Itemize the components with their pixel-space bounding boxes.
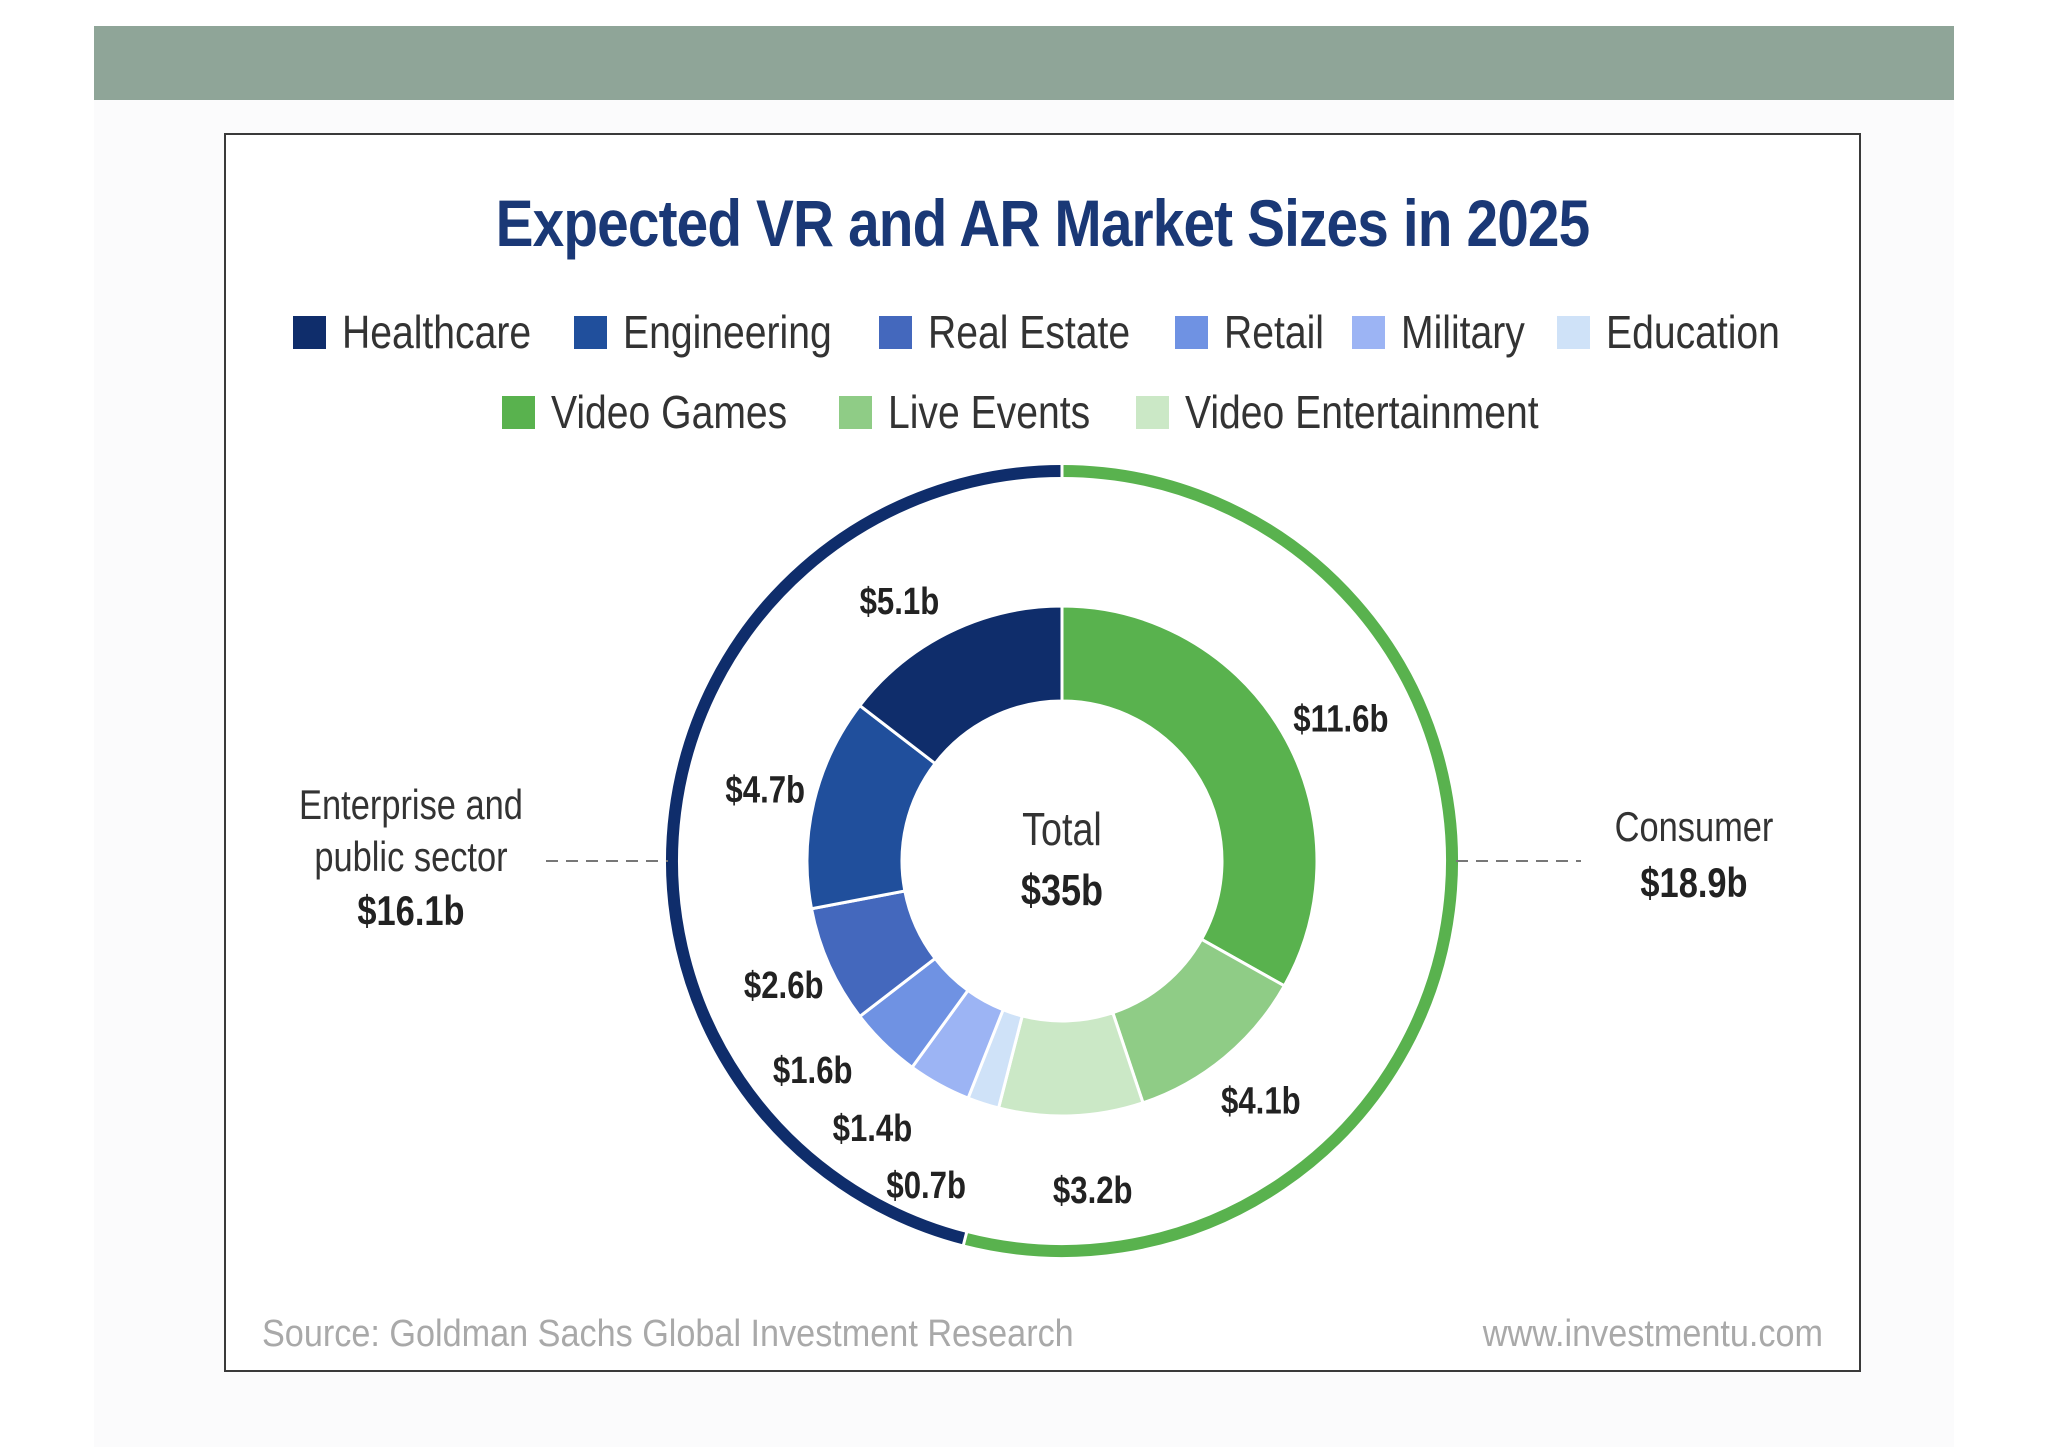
annotation-enterprise-value: $16.1b (357, 888, 464, 935)
legend-swatch (839, 395, 873, 429)
chart-frame: Expected VR and AR Market Sizes in 2025 … (224, 133, 1861, 1372)
legend-item-live-events: Live Events (839, 385, 1108, 439)
slice-label: $2.6b (744, 965, 824, 1007)
outer-ring-gap (961, 1230, 969, 1247)
slice-label: $5.1b (860, 581, 940, 623)
legend-item-video-games: Video Games (502, 385, 811, 439)
legend-label: Live Events (888, 386, 1091, 438)
legend-swatch (1556, 315, 1590, 349)
legend-swatch (1352, 315, 1386, 349)
legend-item-education: Education (1556, 305, 1793, 359)
legend-item-real-estate: Real Estate (878, 305, 1148, 359)
slice-label: $3.2b (1053, 1170, 1133, 1212)
donut-chart: $11.6b $4.1b $3.2b $0.7b $1.4b $1.6b $2.6b $4.7… (299, 463, 1774, 1257)
legend-item-engineering: Engineering (574, 305, 851, 359)
legend-label: Engineering (623, 306, 832, 358)
legend-label: Retail (1224, 306, 1325, 358)
slice-video-games (1060, 604, 1319, 988)
legend-label: Video Games (551, 386, 788, 438)
legend-swatch (1135, 395, 1169, 429)
slice-healthcare (857, 604, 1064, 766)
source-note: Source: Goldman Sachs Global Investment … (262, 1313, 1074, 1355)
legend-swatch (292, 315, 326, 349)
legend-swatch (574, 315, 608, 349)
outer-ring-consumer (963, 465, 1458, 1257)
annotation-consumer-line1: Consumer (1615, 804, 1774, 851)
slice-label: $0.7b (886, 1165, 966, 1207)
slice-label: $1.4b (833, 1108, 913, 1150)
legend-swatch (1175, 315, 1209, 349)
legend-swatch (502, 395, 536, 429)
annotation-enterprise-line2: public sector (314, 834, 507, 881)
annotation-consumer-value: $18.9b (1640, 860, 1747, 907)
outer-ring-enterprise-and-public-sector (666, 465, 1063, 1245)
legend-item-retail: Retail (1175, 305, 1324, 359)
legend-label: Video Entertainment (1184, 386, 1539, 438)
slice-label: $1.6b (773, 1050, 853, 1092)
legend-label: Military (1401, 306, 1525, 358)
slice-label: $4.7b (725, 770, 805, 812)
slice-label: $4.1b (1221, 1081, 1301, 1123)
legend-row: Healthcare Engineering Real Estate Retai… (226, 305, 1859, 359)
legend-item-healthcare: Healthcare (292, 305, 546, 359)
legend-label: Education (1605, 306, 1780, 358)
legend-label: Real Estate (927, 306, 1130, 358)
site-url: www.investmentu.com (1482, 1313, 1823, 1355)
legend-item-military: Military (1352, 305, 1529, 359)
center-title: Total (1022, 803, 1102, 854)
legend-item-video-entertainment: Video Entertainment (1135, 385, 1583, 439)
annotation-enterprise-line1: Enterprise and (299, 782, 523, 829)
chart-title: Expected VR and AR Market Sizes in 2025 (495, 186, 1591, 260)
center-total: $35b (1021, 866, 1103, 915)
slice-label: $11.6b (1293, 699, 1388, 741)
slide-header-bar (94, 26, 1954, 100)
legend-label: Healthcare (341, 306, 531, 358)
legend-row: Video Games Live Events Video Entertainm… (226, 385, 1859, 439)
legend-swatch (878, 315, 912, 349)
